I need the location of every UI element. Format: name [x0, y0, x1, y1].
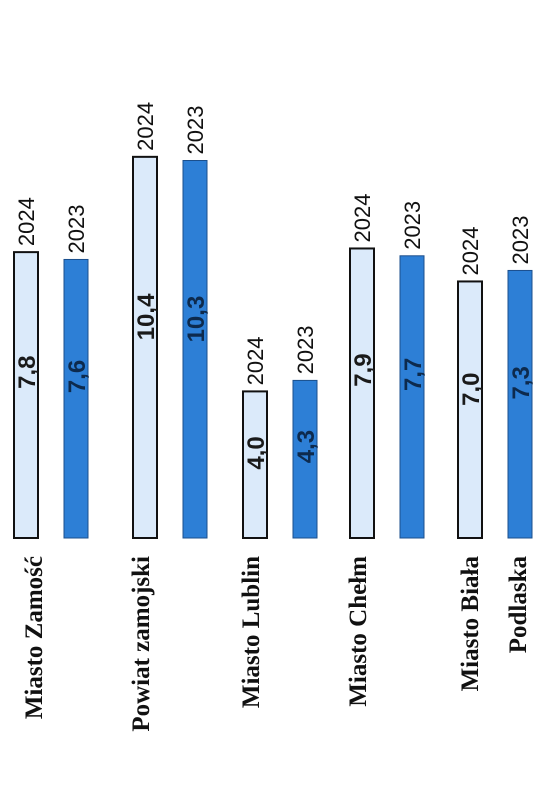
bar-2024-3	[349, 247, 375, 539]
value-label-2023-0: 7,6	[64, 360, 91, 393]
series-label-2023-4: 2023	[508, 216, 533, 265]
series-label-2024-1: 2024	[133, 102, 158, 151]
bar-2024-0	[13, 251, 39, 539]
category-label-line: Miasto Lublin	[238, 556, 265, 708]
value-label-2024-1: 10,4	[133, 293, 160, 340]
bar-2024-4	[457, 280, 483, 539]
category-label-line: Podlaska	[505, 556, 532, 654]
series-label-2023-1: 2023	[183, 106, 208, 155]
bar-2023-0	[63, 258, 89, 539]
bar-2024-2	[242, 390, 268, 539]
value-label-2024-3: 7,9	[350, 353, 377, 386]
category-label-4: Miasto Biała Podlaska	[457, 556, 532, 692]
bar-2023-4	[507, 269, 533, 539]
bar-2024-1	[132, 155, 158, 539]
value-label-2024-0: 7,8	[14, 356, 41, 389]
series-label-2024-2: 2024	[243, 336, 268, 385]
bar-2023-1	[182, 160, 208, 539]
value-label-2023-2: 4,3	[293, 430, 320, 463]
category-label-line: Miasto Zamość	[21, 556, 48, 719]
value-label-2024-2: 4,0	[243, 436, 270, 469]
value-label-2023-4: 7,3	[508, 366, 534, 399]
category-label-1: Powiat zamojski	[128, 556, 155, 732]
category-label-line: Miasto Biała	[457, 556, 484, 692]
series-label-2023-2: 2023	[293, 325, 318, 374]
series-label-2023-3: 2023	[400, 201, 425, 250]
value-label-2023-3: 7,7	[400, 358, 427, 391]
category-label-line: Powiat zamojski	[128, 556, 155, 732]
category-label-line: Miasto Chełm	[345, 556, 372, 707]
series-label-2024-0: 2024	[14, 197, 39, 246]
series-label-2024-3: 2024	[350, 194, 375, 243]
category-label-0: Miasto Zamość	[21, 556, 48, 719]
value-label-2024-4: 7,0	[458, 373, 485, 406]
bar-2023-3	[399, 255, 425, 539]
series-label-2023-0: 2023	[64, 205, 89, 254]
value-label-2023-1: 10,3	[183, 296, 210, 343]
category-label-3: Miasto Chełm	[345, 556, 372, 707]
bar-2023-2	[292, 379, 318, 539]
series-label-2024-4: 2024	[458, 226, 483, 275]
category-label-2: Miasto Lublin	[238, 556, 265, 708]
